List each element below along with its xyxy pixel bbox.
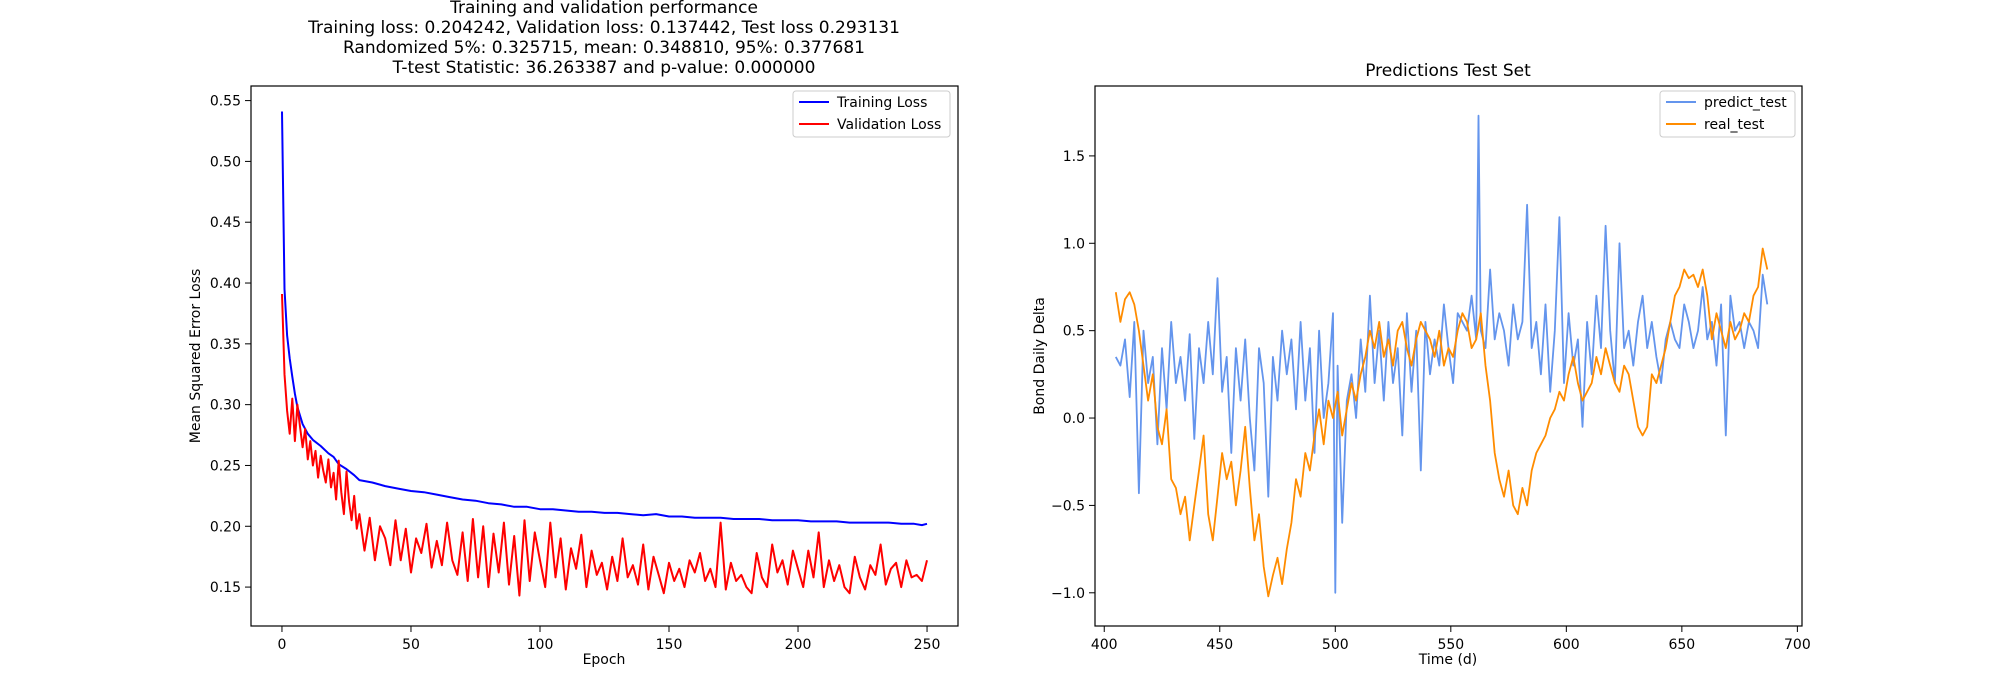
x-tick-label: 50 (402, 637, 420, 653)
y-tick-label: −1.0 (1051, 586, 1085, 602)
x-tick-label: 650 (1668, 637, 1695, 653)
legend-label-real-test: real_test (1704, 117, 1765, 133)
y-tick-label: 0.20 (210, 519, 241, 535)
plot-lines (281, 111, 928, 597)
chart-training-validation: Training and validation performance Trai… (188, 0, 959, 668)
plot-frame (250, 85, 959, 627)
series-line-validation-loss (281, 293, 928, 597)
y-tick-label: 0.35 (210, 337, 241, 353)
y-tick-label: 0.15 (210, 580, 241, 596)
chart-title-line-4: T-test Statistic: 36.263387 and p-value:… (392, 58, 816, 78)
x-tick-label: 450 (1206, 637, 1233, 653)
y-tick-label: 1.5 (1063, 149, 1085, 165)
y-tick-label: 0.25 (210, 458, 241, 474)
x-tick-label: 500 (1322, 637, 1349, 653)
legend-label-validation-loss: Validation Loss (837, 117, 941, 133)
x-tick-label: 700 (1784, 637, 1811, 653)
plot-lines (1114, 114, 1769, 598)
series-line-real-test (1114, 247, 1769, 598)
x-tick-label: 0 (278, 637, 287, 653)
x-tick-label: 150 (656, 637, 683, 653)
y-tick-label: 0.5 (1063, 324, 1085, 340)
legend: Training Loss Validation Loss (792, 90, 951, 138)
chart-title: Training and validation performance Trai… (307, 0, 900, 78)
chart-predictions-test-set: Predictions Test Set 400 450 500 550 600 650 7… (1032, 61, 1811, 668)
y-tick-label: 1.0 (1063, 236, 1085, 252)
chart-title-line-1: Training and validation performance (449, 0, 758, 18)
x-axis-label: Epoch (583, 652, 626, 668)
x-axis-ticks: 400 450 500 550 600 650 700 (1091, 626, 1811, 653)
y-axis-label: Mean Squared Error Loss (188, 269, 204, 444)
plot-frame (1094, 85, 1803, 627)
y-tick-label: 0.55 (210, 94, 241, 110)
x-axis-ticks: 0 50 100 150 200 250 (278, 626, 941, 653)
x-axis-label: Time (d) (1418, 652, 1478, 668)
y-tick-label: 0.0 (1063, 411, 1085, 427)
legend-box (792, 90, 951, 138)
y-tick-label: 0.40 (210, 276, 241, 292)
x-tick-label: 200 (785, 637, 812, 653)
x-tick-label: 100 (527, 637, 554, 653)
legend: predict_test real_test (1659, 90, 1796, 138)
y-axis-ticks: 0.15 0.20 0.25 0.30 0.35 0.40 0.45 0.50 0.55 (210, 94, 251, 596)
series-line-predict-test (1115, 114, 1769, 594)
y-tick-label: 0.45 (210, 215, 241, 231)
x-tick-label: 550 (1437, 637, 1464, 653)
chart-title: Predictions Test Set (1365, 61, 1531, 81)
legend-label-training-loss: Training Loss (836, 95, 927, 111)
legend-label-predict-test: predict_test (1704, 95, 1787, 111)
y-tick-label: 0.50 (210, 154, 241, 170)
x-tick-label: 400 (1091, 637, 1118, 653)
y-tick-label: −0.5 (1051, 498, 1085, 514)
series-line-training-loss (281, 111, 928, 527)
y-axis-ticks: −1.0 −0.5 0.0 0.5 1.0 1.5 (1051, 149, 1095, 602)
x-tick-label: 600 (1553, 637, 1580, 653)
chart-title-line-2: Training loss: 0.204242, Validation loss… (307, 18, 900, 38)
y-axis-label: Bond Daily Delta (1032, 297, 1048, 415)
x-tick-label: 250 (914, 637, 941, 653)
y-tick-label: 0.30 (210, 398, 241, 414)
chart-title-line-3: Randomized 5%: 0.325715, mean: 0.348810,… (343, 38, 865, 58)
